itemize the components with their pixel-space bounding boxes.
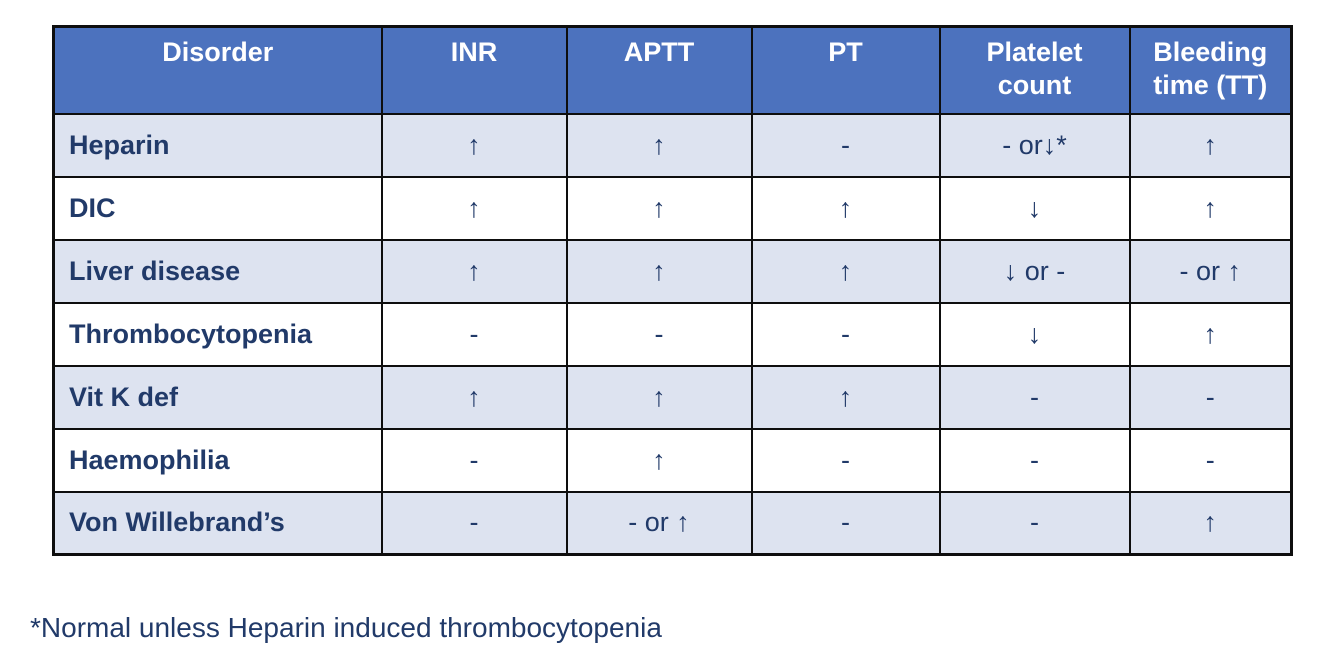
row-label: Von Willebrand’s xyxy=(52,490,383,556)
footnote: *Normal unless Heparin induced thrombocy… xyxy=(30,612,662,643)
cell-pt: ↑ xyxy=(750,238,941,304)
cell-platelet-count: - xyxy=(938,427,1131,493)
cell-inr: - xyxy=(380,490,568,556)
cell-pt: - xyxy=(750,427,941,493)
cell-bleeding-time: ↑ xyxy=(1128,112,1293,178)
cell-aptt: ↑ xyxy=(565,112,753,178)
cell-aptt: ↑ xyxy=(565,175,753,241)
table-row-heparin: Heparin ↑ ↑ - - or↓* ↑ xyxy=(52,112,1293,178)
row-label: Heparin xyxy=(52,112,383,178)
cell-aptt: ↑ xyxy=(565,364,753,430)
cell-bleeding-time: - xyxy=(1128,364,1293,430)
cell-aptt: ↑ xyxy=(565,238,753,304)
table-row-liver-disease: Liver disease ↑ ↑ ↑ ↓ or - - or ↑ xyxy=(52,238,1293,304)
header-pt: PT xyxy=(750,25,941,115)
header-row: Disorder INR APTT PT Platelet count Blee… xyxy=(52,25,1293,115)
header-disorder: Disorder xyxy=(52,25,383,115)
cell-bleeding-time: - or ↑ xyxy=(1128,238,1293,304)
cell-platelet-count: - xyxy=(938,490,1131,556)
cell-platelet-count: - or↓* xyxy=(938,112,1131,178)
cell-platelet-count: - xyxy=(938,364,1131,430)
header-bleeding-time: Bleeding time (TT) xyxy=(1128,25,1293,115)
row-label: Vit K def xyxy=(52,364,383,430)
cell-platelet-count: ↓ or - xyxy=(938,238,1131,304)
table-row-dic: DIC ↑ ↑ ↑ ↓ ↑ xyxy=(52,175,1293,241)
cell-inr: ↑ xyxy=(380,175,568,241)
cell-inr: ↑ xyxy=(380,364,568,430)
cell-aptt: - or ↑ xyxy=(565,490,753,556)
table-row-von-willebrands: Von Willebrand’s - - or ↑ - - ↑ xyxy=(52,490,1293,556)
cell-pt: ↑ xyxy=(750,364,941,430)
cell-pt: - xyxy=(750,112,941,178)
header-inr: INR xyxy=(380,25,568,115)
cell-pt: ↑ xyxy=(750,175,941,241)
cell-bleeding-time: ↑ xyxy=(1128,175,1293,241)
cell-inr: ↑ xyxy=(380,112,568,178)
cell-aptt: ↑ xyxy=(565,427,753,493)
cell-bleeding-time: ↑ xyxy=(1128,490,1293,556)
header-platelet-count: Platelet count xyxy=(938,25,1131,115)
header-aptt: APTT xyxy=(565,25,753,115)
cell-pt: - xyxy=(750,490,941,556)
cell-platelet-count: ↓ xyxy=(938,175,1131,241)
cell-inr: ↑ xyxy=(380,238,568,304)
row-label: Thrombocytopenia xyxy=(52,301,383,367)
table-row-vit-k-def: Vit K def ↑ ↑ ↑ - - xyxy=(52,364,1293,430)
table-row-haemophilia: Haemophilia - ↑ - - - xyxy=(52,427,1293,493)
row-label: Liver disease xyxy=(52,238,383,304)
cell-bleeding-time: - xyxy=(1128,427,1293,493)
row-label: DIC xyxy=(52,175,383,241)
cell-platelet-count: ↓ xyxy=(938,301,1131,367)
cell-aptt: - xyxy=(565,301,753,367)
cell-inr: - xyxy=(380,427,568,493)
cell-inr: - xyxy=(380,301,568,367)
cell-pt: - xyxy=(750,301,941,367)
coagulation-table: Disorder INR APTT PT Platelet count Blee… xyxy=(52,25,1293,556)
row-label: Haemophilia xyxy=(52,427,383,493)
table-row-thrombocytopenia: Thrombocytopenia - - - ↓ ↑ xyxy=(52,301,1293,367)
cell-bleeding-time: ↑ xyxy=(1128,301,1293,367)
